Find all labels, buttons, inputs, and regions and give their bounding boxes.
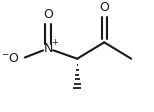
Text: N: N (43, 42, 53, 55)
Text: $^{-}$O: $^{-}$O (1, 52, 20, 65)
Text: O: O (99, 1, 109, 14)
Text: +: + (51, 38, 58, 47)
Text: O: O (43, 8, 53, 21)
